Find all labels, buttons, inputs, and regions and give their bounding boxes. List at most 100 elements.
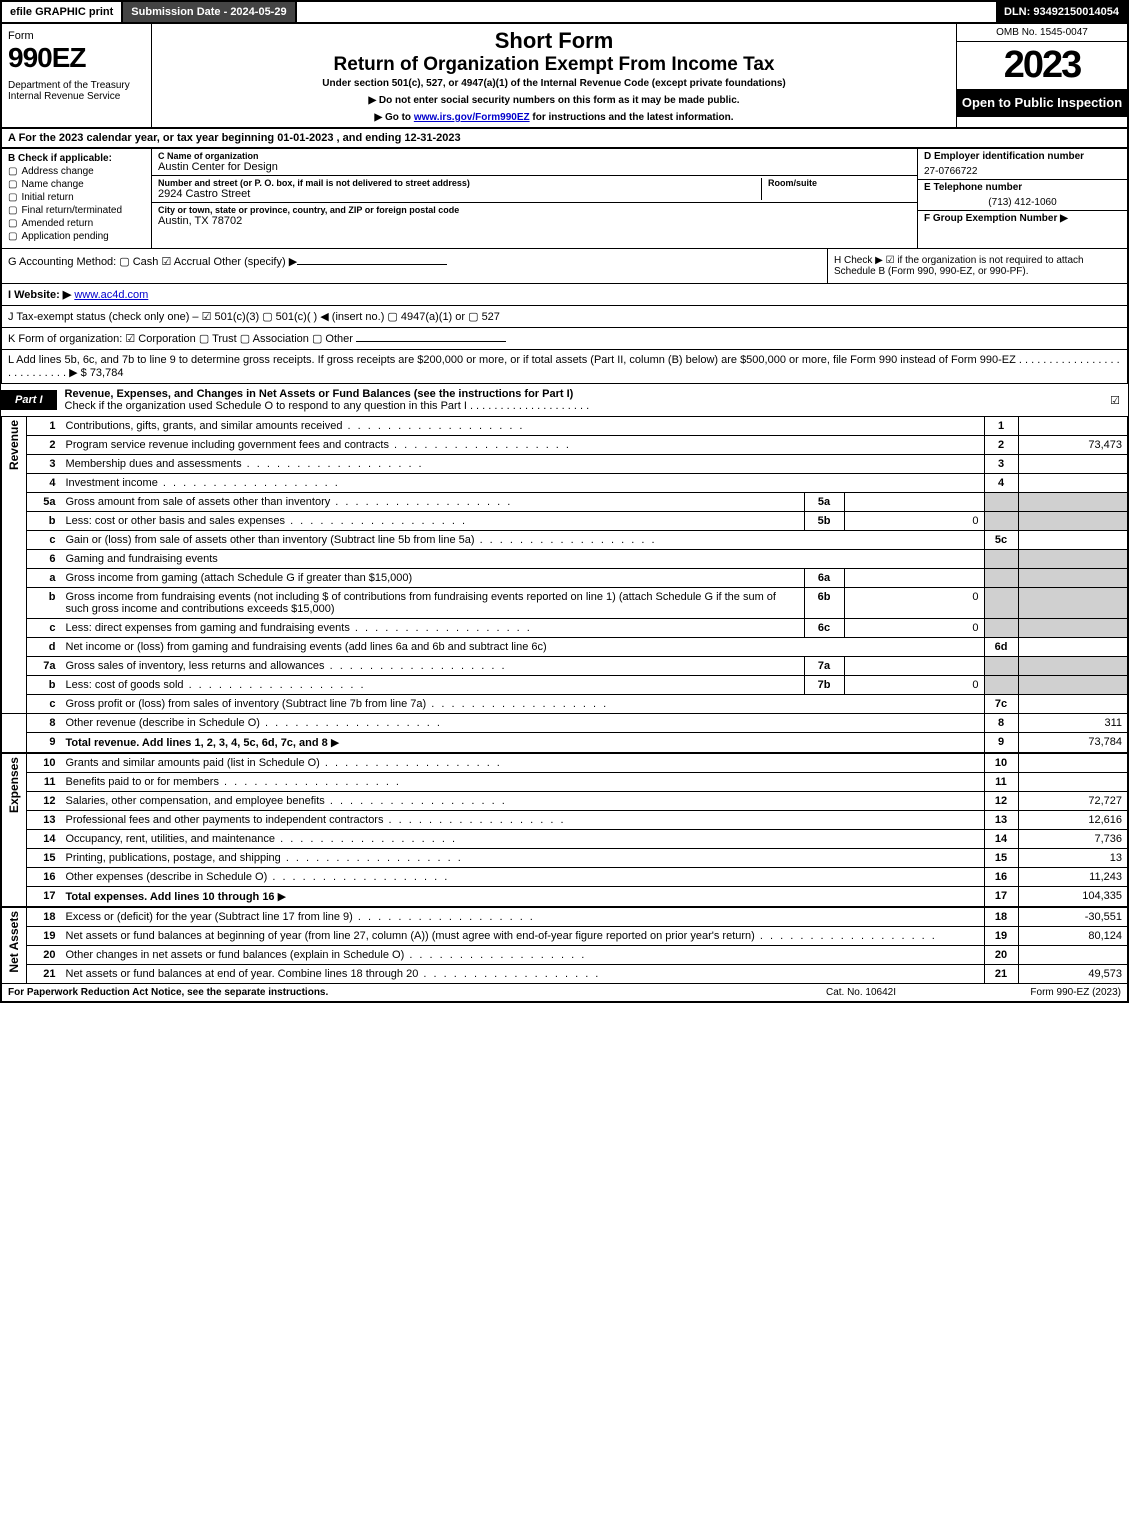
section-b-checkboxes: B Check if applicable: Address change Na… [2,149,152,248]
part-i-lines-table: Revenue 1 Contributions, gifts, grants, … [0,417,1129,983]
l14-num: 14 [27,830,61,849]
l5c-rn: 5c [984,531,1018,550]
l9-rn: 9 [984,733,1018,754]
l8-val: 311 [1018,714,1128,733]
l7c-rn: 7c [984,695,1018,714]
c-name-label: C Name of organization [158,151,911,161]
h-schedule-b: H Check ▶ ☑ if the organization is not r… [827,249,1127,283]
f-group-label: F Group Exemption Number ▶ [918,210,1127,226]
l7c-desc: Gross profit or (loss) from sales of inv… [61,695,985,714]
l6a-rn-grey [984,569,1018,588]
omb-number: OMB No. 1545-0047 [957,24,1127,42]
l11-rn: 11 [984,773,1018,792]
l7a-rn-grey [984,657,1018,676]
header-mid: Short Form Return of Organization Exempt… [152,24,957,127]
row-a-tax-year: A For the 2023 calendar year, or tax yea… [0,129,1129,149]
row-j-tax-exempt: J Tax-exempt status (check only one) – ☑… [0,305,1129,327]
l11-desc: Benefits paid to or for members [61,773,985,792]
k-other-fill[interactable] [356,341,506,342]
part-i-schedule-o-check[interactable]: ☑ [1110,394,1128,407]
l21-desc: Net assets or fund balances at end of ye… [61,965,985,984]
b-header: B Check if applicable: [8,153,145,164]
l6c-num: c [27,619,61,638]
g-accounting-method: G Accounting Method: ▢ Cash ☑ Accrual Ot… [2,249,827,283]
l16-val: 11,243 [1018,868,1128,887]
paperwork-notice: For Paperwork Reduction Act Notice, see … [8,987,761,998]
form-number: 990EZ [8,42,145,74]
l20-num: 20 [27,946,61,965]
l6b-desc: Gross income from fundraising events (no… [61,588,805,619]
l2-desc: Program service revenue including govern… [61,436,985,455]
row-l-gross-receipts: L Add lines 5b, 6c, and 7b to line 9 to … [0,349,1129,384]
netassets-side-label: Net Assets [1,907,27,983]
l19-val: 80,124 [1018,927,1128,946]
l7c-val [1018,695,1128,714]
l19-desc: Net assets or fund balances at beginning… [61,927,985,946]
block-b-c-d: B Check if applicable: Address change Na… [0,149,1129,248]
chk-initial-return[interactable]: Initial return [8,192,145,203]
efile-print-label[interactable]: efile GRAPHIC print [2,2,123,22]
chk-name-change[interactable]: Name change [8,179,145,190]
l6b-sn: 6b [804,588,844,619]
l10-desc: Grants and similar amounts paid (list in… [61,753,985,773]
l20-val [1018,946,1128,965]
g-text: G Accounting Method: ▢ Cash ☑ Accrual Ot… [8,256,297,268]
g-other-fill[interactable] [297,264,447,265]
l6a-num: a [27,569,61,588]
l6a-desc: Gross income from gaming (attach Schedul… [61,569,805,588]
top-bar: efile GRAPHIC print Submission Date - 20… [0,0,1129,24]
header-right: OMB No. 1545-0047 2023 Open to Public In… [957,24,1127,127]
l12-val: 72,727 [1018,792,1128,811]
l3-num: 3 [27,455,61,474]
l1-rn: 1 [984,417,1018,436]
note2-post: for instructions and the latest informat… [530,112,734,123]
l5b-num: b [27,512,61,531]
i-label: I Website: ▶ [8,289,71,301]
form-page-ref: Form 990-EZ (2023) [961,987,1121,998]
l2-num: 2 [27,436,61,455]
l4-desc: Investment income [61,474,985,493]
website-link[interactable]: www.ac4d.com [74,289,148,301]
l5b-val-grey [1018,512,1128,531]
l1-desc: Contributions, gifts, grants, and simila… [61,417,985,436]
l13-desc: Professional fees and other payments to … [61,811,985,830]
l3-desc: Membership dues and assessments [61,455,985,474]
chk-final-return[interactable]: Final return/terminated [8,205,145,216]
l13-rn: 13 [984,811,1018,830]
irs-link[interactable]: www.irs.gov/Form990EZ [414,112,530,123]
org-city: Austin, TX 78702 [158,215,911,227]
l6-desc: Gaming and fundraising events [61,550,985,569]
c-street-label: Number and street (or P. O. box, if mail… [158,178,755,188]
note2-pre: ▶ Go to [374,112,413,123]
l9-desc: Total revenue. Add lines 1, 2, 3, 4, 5c,… [61,733,985,754]
l7c-num: c [27,695,61,714]
l12-rn: 12 [984,792,1018,811]
l10-num: 10 [27,753,61,773]
l10-rn: 10 [984,753,1018,773]
l8-num: 8 [27,714,61,733]
revenue-side-label: Revenue [1,417,27,714]
l7b-sn: 7b [804,676,844,695]
org-street: 2924 Castro Street [158,188,755,200]
row-g-h: G Accounting Method: ▢ Cash ☑ Accrual Ot… [0,248,1129,283]
l5a-rn-grey [984,493,1018,512]
chk-address-change[interactable]: Address change [8,166,145,177]
l7b-desc: Less: cost of goods sold [61,676,805,695]
form-label: Form [8,30,145,42]
l8-desc: Other revenue (describe in Schedule O) [61,714,985,733]
l9-val: 73,784 [1018,733,1128,754]
l6b-sv: 0 [844,588,984,619]
l5b-desc: Less: cost or other basis and sales expe… [61,512,805,531]
c-city-label: City or town, state or province, country… [158,205,911,215]
chk-amended-return[interactable]: Amended return [8,218,145,229]
l12-num: 12 [27,792,61,811]
l5a-num: 5a [27,493,61,512]
chk-application-pending[interactable]: Application pending [8,231,145,242]
l14-val: 7,736 [1018,830,1128,849]
l6c-sn: 6c [804,619,844,638]
l16-rn: 16 [984,868,1018,887]
department-label: Department of the Treasury Internal Reve… [8,80,145,102]
l6a-val-grey [1018,569,1128,588]
l6c-sv: 0 [844,619,984,638]
l6c-val-grey [1018,619,1128,638]
